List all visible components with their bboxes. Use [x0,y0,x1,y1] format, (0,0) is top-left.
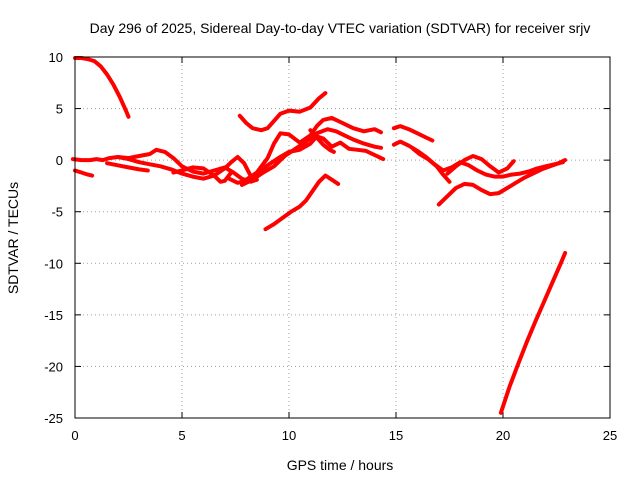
series-track-4 [105,161,150,173]
series-track-18 [498,251,568,415]
plot-frame [74,56,611,419]
x-tick-label: 10 [282,428,296,443]
x-tick-label: 20 [496,428,510,443]
series-track-3 [73,168,95,178]
y-tick-label: 10 [49,50,63,65]
y-tick-label: -15 [44,308,63,323]
series-track-7 [237,91,328,133]
axis-ticks [74,56,611,419]
series-track-11 [308,128,336,154]
series-track-6 [171,165,234,184]
series-track-10 [227,134,386,185]
series-track-16 [436,158,568,207]
chart-title: Day 296 of 2025, Sidereal Day-to-day VTE… [90,20,591,36]
x-tick-label: 5 [178,428,185,443]
series-track-5 [115,155,253,181]
x-axis-label: GPS time / hours [287,457,394,473]
y-tick-label: -5 [51,205,63,220]
y-tick-label: 0 [56,153,63,168]
series-track-15 [411,146,452,184]
series-track-1 [73,56,131,119]
series-track-14 [391,124,435,143]
x-tick-label: 15 [389,428,403,443]
series-track-8 [244,115,383,182]
x-tick-label: 25 [603,428,617,443]
series-track-12 [263,173,341,232]
grid-lines [75,57,610,418]
series-track-17 [445,154,516,176]
y-axis-label: SDTVAR / TECUs [5,182,21,294]
data-series [70,56,568,415]
x-tick-labels: 0 5 10 15 20 25 [71,428,617,443]
y-tick-label: 5 [56,102,63,117]
y-tick-label: -25 [44,411,63,426]
y-tick-label: -10 [44,256,63,271]
y-tick-label: -20 [44,359,63,374]
x-tick-label: 0 [71,428,78,443]
series-track-2 [70,147,259,184]
y-tick-labels: 10 5 0 -5 -10 -15 -20 -25 [44,50,63,426]
series-track-9 [239,127,383,187]
